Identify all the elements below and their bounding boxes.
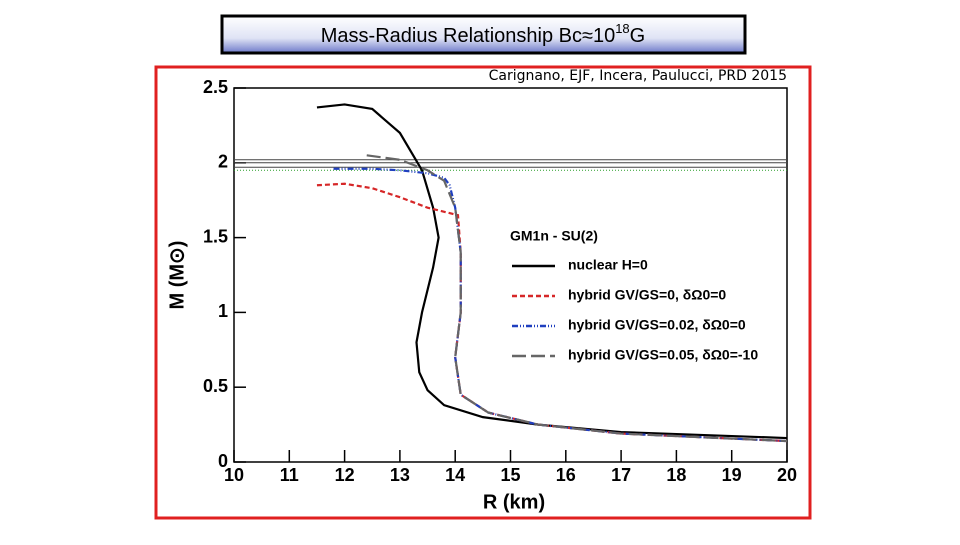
y-tick-label: 0.5 bbox=[203, 376, 228, 396]
x-tick-label: 12 bbox=[335, 465, 355, 485]
y-tick-label: 1 bbox=[218, 301, 228, 321]
x-tick-label: 20 bbox=[777, 465, 797, 485]
x-tick-label: 15 bbox=[500, 465, 520, 485]
x-tick-label: 18 bbox=[666, 465, 686, 485]
title-box bbox=[220, 14, 747, 55]
x-tick-label: 11 bbox=[280, 465, 299, 485]
title-main: Mass-Radius Relationship Bc≈10 bbox=[321, 25, 615, 47]
x-tick-label: 14 bbox=[445, 465, 465, 485]
y-tick-label: 0 bbox=[218, 451, 228, 471]
y-axis-label: M (M⊙) bbox=[166, 241, 188, 310]
series-line bbox=[366, 154, 788, 443]
chart-title: Mass-Radius Relationship Bc≈1018G bbox=[321, 21, 645, 47]
y-tick-label: 2 bbox=[218, 152, 228, 172]
x-tick-label: 16 bbox=[556, 465, 576, 485]
legend-label: hybrid GV/GS=0, δΩ0=0 bbox=[568, 287, 726, 303]
title-suffix: G bbox=[630, 25, 646, 47]
x-axis-label: R (km) bbox=[483, 491, 545, 513]
legend-label: hybrid GV/GS=0.05, δΩ0=-10 bbox=[568, 347, 758, 363]
title-superscript: 18 bbox=[615, 21, 629, 36]
x-tick-label: 13 bbox=[390, 465, 410, 485]
x-tick-label: 19 bbox=[722, 465, 742, 485]
citation: Carignano, EJF, Incera, Paulucci, PRD 20… bbox=[489, 68, 787, 84]
y-tick-label: 1.5 bbox=[203, 226, 228, 246]
x-tick-label: 10 bbox=[224, 465, 244, 485]
y-tick-label: 2.5 bbox=[203, 77, 228, 97]
legend-label: nuclear H=0 bbox=[568, 257, 648, 273]
legend-label: hybrid GV/GS=0.02, δΩ0=0 bbox=[568, 317, 746, 333]
chart-frame bbox=[154, 65, 812, 520]
series-line bbox=[333, 167, 788, 443]
x-tick-label: 17 bbox=[611, 465, 631, 485]
legend-title: GM1n - SU(2) bbox=[510, 228, 598, 244]
